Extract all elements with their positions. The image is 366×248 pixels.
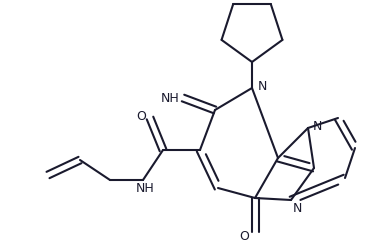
Text: O: O (136, 110, 146, 123)
Text: N: N (258, 80, 268, 93)
Text: O: O (239, 229, 249, 243)
Text: N: N (293, 201, 302, 215)
Text: NH: NH (160, 92, 179, 104)
Text: N: N (313, 120, 322, 132)
Text: NH: NH (136, 182, 154, 194)
